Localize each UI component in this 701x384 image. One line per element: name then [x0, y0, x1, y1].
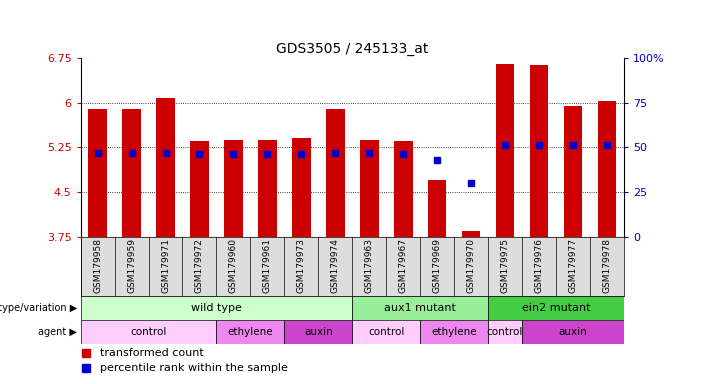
Bar — [564, 106, 583, 237]
Text: percentile rank within the sample: percentile rank within the sample — [100, 363, 287, 373]
Text: ein2 mutant: ein2 mutant — [522, 303, 590, 313]
Text: GSM179972: GSM179972 — [195, 238, 204, 293]
Text: auxin: auxin — [559, 327, 587, 337]
Bar — [190, 141, 209, 237]
Text: ethylene: ethylene — [228, 327, 273, 337]
Text: agent ▶: agent ▶ — [39, 327, 77, 337]
Bar — [488, 320, 522, 344]
Text: GSM179971: GSM179971 — [161, 238, 170, 293]
Bar — [353, 320, 420, 344]
Text: GSM179976: GSM179976 — [534, 238, 543, 293]
Bar — [217, 320, 285, 344]
Text: genotype/variation ▶: genotype/variation ▶ — [0, 303, 77, 313]
Bar — [224, 139, 243, 237]
Text: GSM179960: GSM179960 — [229, 238, 238, 293]
Text: control: control — [130, 327, 167, 337]
Bar — [81, 296, 353, 320]
Bar — [428, 180, 447, 237]
Bar — [258, 139, 277, 237]
Title: GDS3505 / 245133_at: GDS3505 / 245133_at — [276, 41, 428, 56]
Text: ethylene: ethylene — [431, 327, 477, 337]
Text: wild type: wild type — [191, 303, 242, 313]
Bar — [156, 98, 175, 237]
Bar — [597, 101, 616, 237]
Text: GSM179974: GSM179974 — [331, 238, 340, 293]
Text: control: control — [487, 327, 523, 337]
Text: GSM179967: GSM179967 — [399, 238, 408, 293]
Bar — [530, 65, 548, 237]
Text: GSM179973: GSM179973 — [297, 238, 306, 293]
Text: auxin: auxin — [304, 327, 333, 337]
Bar — [462, 230, 480, 237]
Text: GSM179970: GSM179970 — [467, 238, 475, 293]
Text: GSM179959: GSM179959 — [127, 238, 136, 293]
Text: control: control — [368, 327, 404, 337]
Bar — [292, 138, 311, 237]
Bar — [522, 320, 624, 344]
Bar — [420, 320, 488, 344]
Text: GSM179958: GSM179958 — [93, 238, 102, 293]
Text: GSM179963: GSM179963 — [365, 238, 374, 293]
Text: GSM179961: GSM179961 — [263, 238, 272, 293]
Bar — [360, 139, 379, 237]
Bar — [496, 64, 515, 237]
Text: GSM179969: GSM179969 — [433, 238, 442, 293]
Text: aux1 mutant: aux1 mutant — [384, 303, 456, 313]
Bar — [353, 296, 488, 320]
Bar — [81, 320, 217, 344]
Text: GSM179977: GSM179977 — [569, 238, 578, 293]
Text: transformed count: transformed count — [100, 348, 203, 359]
Bar — [326, 109, 345, 237]
Bar — [88, 109, 107, 237]
Bar — [285, 320, 353, 344]
Bar — [394, 141, 412, 237]
Bar — [122, 109, 141, 237]
Text: GSM179978: GSM179978 — [602, 238, 611, 293]
Text: GSM179975: GSM179975 — [501, 238, 510, 293]
Bar — [488, 296, 624, 320]
